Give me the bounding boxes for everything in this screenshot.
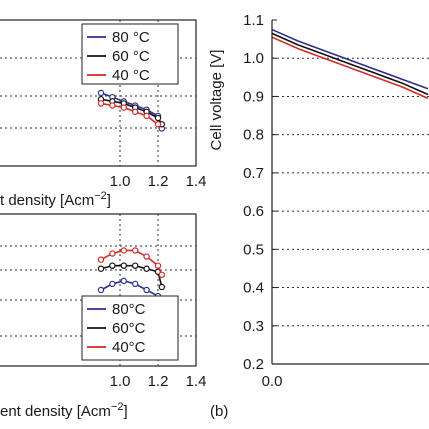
right-x-tick-0: 0.0	[262, 373, 283, 390]
tl-series-2-point-4	[143, 112, 150, 120]
bl-x-tick-1: 1.2	[148, 373, 169, 390]
top-left-plot-frame	[0, 19, 197, 167]
tl-x-tick-2: 1.4	[186, 173, 207, 190]
bl-series-2-point-3	[131, 247, 139, 254]
bl-legend-label-2: 40°C	[112, 339, 146, 356]
bl-series-2-point-1	[109, 250, 116, 257]
bl-series-1-point-1	[109, 262, 116, 269]
right-series-line-1	[271, 32, 429, 96]
right-series	[271, 28, 429, 100]
tl-legend-box	[81, 23, 179, 85]
bottom-left-x-axis-label: ent density [Acm−2]	[0, 401, 128, 420]
bl-series-2-point-2	[120, 247, 128, 254]
bl-series-0-point-4	[143, 286, 150, 294]
bl-legend-label-0: 80°C	[112, 301, 146, 318]
tl-series-2-point-2	[120, 104, 128, 111]
top-left-x-ticks: 1.0 1.2 1.4	[110, 173, 207, 190]
right-series-line-2	[271, 36, 429, 100]
panel-right-chart: 1.1 1.0 0.9 0.8 0.7 0.6 0.5 0.4 0.3 0.2 0.0 Cell …	[208, 12, 429, 390]
top-left-x-axis-label-exponent: −2	[94, 190, 107, 202]
bl-series-1-point-3	[131, 262, 139, 269]
bl-legend-label-1: 60°C	[112, 320, 146, 337]
tl-x-tick-0: 1.0	[110, 173, 131, 190]
bl-series-1-point-0	[97, 265, 105, 272]
right-grid	[272, 57, 429, 327]
right-y-tick-1: 1.0	[243, 50, 264, 67]
tl-series-0-point-0	[97, 89, 105, 97]
right-y-tick-8: 0.3	[243, 318, 264, 335]
bl-series-2-point-5	[154, 262, 162, 269]
tl-series-2-point-5	[154, 121, 162, 128]
bl-series-0-point-2	[120, 277, 128, 285]
tl-legend-label-1: 60 °C	[112, 48, 150, 65]
right-y-axis-label: Cell voltage [V]	[208, 50, 225, 151]
top-left-x-axis-label: t density [Acm−2]	[0, 190, 111, 209]
right-y-tick-5: 0.6	[243, 203, 264, 220]
right-y-tick-2: 0.9	[243, 88, 264, 105]
top-left-series	[97, 89, 165, 132]
right-y-ticks: 1.1 1.0 0.9 0.8 0.7 0.6 0.5 0.4 0.3 0.2	[243, 12, 277, 373]
bl-series-1-point-4	[143, 265, 150, 272]
bl-series-2-point-0	[97, 256, 105, 263]
right-y-tick-4: 0.7	[243, 165, 264, 182]
tl-series-2-point-0	[97, 100, 105, 107]
bl-series-1-point-6	[158, 283, 165, 291]
bottom-left-plot-frame	[0, 213, 197, 367]
tl-legend-label-0: 80 °C	[112, 29, 150, 46]
bl-series-2-point-4	[143, 253, 150, 260]
bl-x-tick-2: 1.4	[186, 373, 207, 390]
right-y-tick-3: 0.8	[243, 127, 264, 144]
top-left-legend: 80 °C 60 °C 40 °C	[81, 23, 179, 85]
bl-series-0-point-1	[109, 280, 116, 288]
panel-top-left-chart: 1.0 1.2 1.4 80 °C 60 °C 40 °C t density [Acm…	[0, 19, 207, 209]
tl-series-2-point-3	[131, 108, 139, 115]
panel-bottom-left-chart: 1.0 1.2 1.4 80°C 60°C 40°C ent density [Acm−…	[0, 213, 207, 420]
bl-series-1-point-2	[120, 262, 128, 269]
right-series-line-0	[271, 28, 429, 90]
bottom-left-x-axis-label-exponent: −2	[111, 401, 124, 413]
bottom-left-legend: 80°C 60°C 40°C	[81, 295, 179, 361]
panel-label-b: (b)	[210, 403, 228, 420]
right-y-tick-7: 0.4	[243, 280, 264, 297]
bottom-left-x-ticks: 1.0 1.2 1.4	[110, 373, 207, 390]
bl-series-0-point-3	[131, 280, 139, 288]
tl-legend-label-2: 40 °C	[112, 67, 150, 84]
tl-x-tick-1: 1.2	[148, 173, 169, 190]
bl-series-2-point-6	[158, 271, 165, 278]
tl-series-2-point-1	[109, 102, 116, 109]
right-y-tick-9: 0.2	[243, 356, 264, 373]
tl-series-1-point-5	[154, 114, 162, 122]
bl-series-0-point-0	[97, 286, 105, 294]
right-x-ticks: 0.0	[262, 373, 283, 390]
right-y-tick-6: 0.5	[243, 241, 264, 258]
bl-x-tick-0: 1.0	[110, 373, 131, 390]
right-y-tick-0: 1.1	[243, 12, 264, 29]
